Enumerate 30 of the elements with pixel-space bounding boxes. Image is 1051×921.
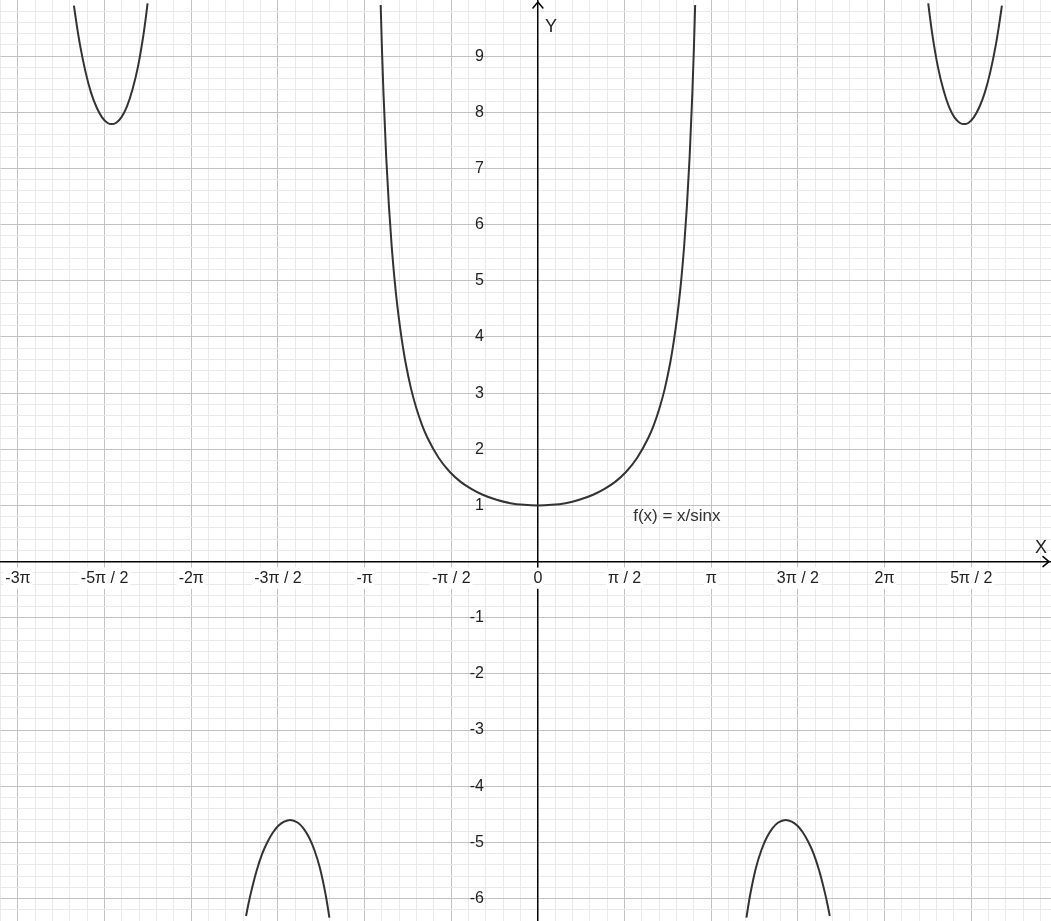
x-tick-label: -3π / 2 (254, 568, 302, 586)
y-tick-label: 6 (475, 215, 485, 233)
y-tick-label: 3 (475, 383, 485, 401)
x-tick-label: 0 (533, 568, 543, 586)
x-tick-label: π / 2 (607, 568, 642, 586)
y-tick-label: -6 (469, 888, 485, 906)
y-tick-label: -3 (469, 720, 485, 738)
y-tick-label: 4 (475, 327, 485, 345)
y-tick-label: -5 (469, 832, 485, 850)
annotation: f(x) = x/sinx (633, 506, 722, 526)
y-tick-label: 1 (475, 495, 485, 513)
x-tick-label: -5π / 2 (80, 568, 129, 586)
x-tick-label: 2π (874, 568, 895, 586)
y-tick-label: 5 (475, 271, 485, 289)
y-tick-label: 2 (475, 439, 485, 457)
y-axis-title: Y (544, 15, 557, 36)
y-tick-label: 8 (475, 102, 485, 120)
x-tick-label: π (705, 568, 717, 586)
y-tick-label: 7 (475, 158, 485, 176)
y-tick-label: -4 (469, 776, 485, 794)
x-tick-label: 3π / 2 (776, 568, 820, 586)
x-tick-label: -π (356, 568, 373, 586)
y-tick-label: 9 (475, 46, 485, 64)
x-tick-label: -π / 2 (431, 568, 471, 586)
x-tick-label: -3π (5, 568, 31, 586)
x-axis-title: X (1034, 536, 1047, 557)
x-tick-label: 5π / 2 (950, 568, 993, 586)
y-tick-label: -1 (469, 608, 485, 626)
y-tick-label: -2 (469, 664, 485, 682)
x-tick-label: -2π (178, 568, 204, 586)
